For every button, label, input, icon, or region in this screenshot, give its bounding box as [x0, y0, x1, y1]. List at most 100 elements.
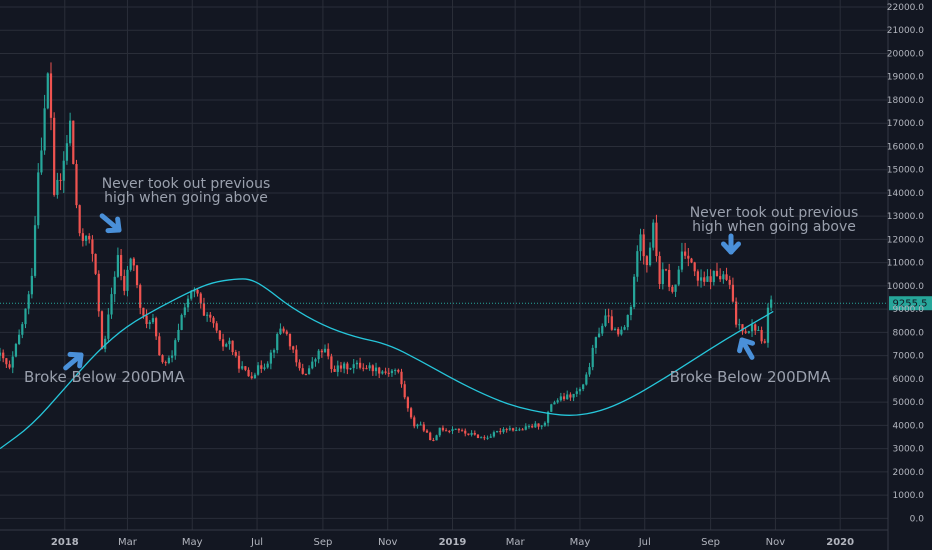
candle-body: [432, 440, 435, 442]
candle-body: [429, 432, 432, 441]
y-tick-label: 19000.0: [887, 73, 924, 83]
candle-body: [550, 404, 553, 412]
candle-body: [145, 315, 148, 324]
y-tick-label: 17000.0: [887, 119, 924, 129]
candle-body: [744, 331, 747, 333]
candle-body: [448, 430, 451, 432]
candle-body: [556, 400, 559, 403]
y-tick-label: 5000.0: [893, 398, 925, 408]
arrow-head: [67, 351, 84, 358]
x-tick-label: 2020: [826, 537, 854, 548]
candle-body: [260, 365, 263, 369]
candle-body: [148, 322, 151, 324]
candle-body: [123, 275, 126, 291]
candle-body: [78, 205, 81, 234]
candle-body: [546, 411, 550, 423]
candle-body: [68, 120, 72, 144]
candle-body: [725, 274, 728, 280]
candle-body: [91, 239, 94, 254]
candle-body: [279, 328, 282, 335]
candle-body: [712, 270, 715, 283]
candle-body: [365, 368, 368, 370]
y-tick-label: 0.0: [910, 514, 925, 524]
candle-body: [40, 150, 43, 173]
candle-body: [21, 324, 24, 335]
candle-body: [473, 432, 476, 435]
candle-body: [582, 384, 585, 390]
candle-body: [358, 362, 362, 368]
candle-body: [170, 355, 174, 358]
candle-body: [113, 276, 116, 295]
candle-body: [719, 276, 722, 280]
candle-body: [11, 356, 14, 368]
candle-body: [247, 369, 250, 377]
candle-body: [425, 430, 429, 433]
candle-body: [601, 325, 604, 334]
x-tick-label: 2018: [51, 537, 79, 548]
candle-body: [97, 273, 100, 312]
candle-body: [741, 324, 744, 332]
candle-body: [75, 164, 78, 206]
y-tick-label: 13000.0: [887, 212, 924, 222]
arrow-head: [115, 216, 122, 233]
candle-body: [569, 394, 572, 398]
candle-body: [562, 396, 566, 400]
candle-body: [174, 340, 177, 356]
candle-body: [352, 364, 355, 369]
candle-body: [53, 117, 56, 195]
candle-body: [492, 432, 496, 437]
candle-body: [301, 368, 304, 374]
candle-body: [346, 363, 349, 370]
candle-body: [397, 369, 400, 372]
candle-body: [155, 318, 158, 337]
candle-body: [658, 256, 661, 285]
candle-body: [307, 368, 311, 375]
annotation-text: high when going above: [104, 190, 268, 206]
candle-body: [237, 355, 241, 369]
candle-body: [24, 308, 27, 325]
candle-body: [406, 397, 410, 409]
candle-body: [502, 429, 505, 433]
candle-body: [693, 262, 696, 272]
candle-body: [409, 408, 413, 418]
x-axis-ticks: 2018 Mar May Jul Sep Nov 2019 Mar May Jul Sep Nov 20…: [51, 537, 854, 548]
candle-body: [709, 276, 712, 283]
candle-body: [629, 306, 633, 316]
candle-body: [269, 352, 272, 364]
candle-body: [467, 433, 470, 435]
candle-body: [390, 370, 394, 374]
candle-body: [495, 431, 499, 433]
y-tick-label: 14000.0: [887, 189, 924, 199]
candle-body: [142, 307, 145, 316]
candle-body: [722, 274, 725, 280]
y-tick-label: 7000.0: [893, 352, 925, 362]
candle-body: [508, 428, 511, 430]
candle-body: [661, 269, 664, 285]
grid: [0, 0, 888, 530]
candle-body: [754, 324, 757, 331]
candle-body: [620, 329, 623, 335]
candle-body: [690, 258, 693, 263]
ma200-line: [0, 278, 774, 450]
candle-body: [59, 179, 62, 181]
candle-body: [531, 426, 534, 428]
candle-body: [244, 366, 247, 370]
candle-body: [445, 430, 448, 432]
candle-body: [49, 73, 53, 118]
candle-body: [107, 314, 110, 339]
y-tick-label: 20000.0: [887, 49, 924, 59]
candle-body: [543, 422, 547, 426]
candle-body: [747, 331, 750, 333]
candle-body: [527, 426, 531, 428]
candle-body: [553, 402, 556, 405]
candle-body: [94, 253, 97, 274]
candle-body: [524, 426, 527, 430]
candle-body: [671, 286, 674, 292]
candle-body: [521, 429, 524, 431]
candle-body: [696, 271, 699, 281]
candle-body: [575, 391, 578, 394]
